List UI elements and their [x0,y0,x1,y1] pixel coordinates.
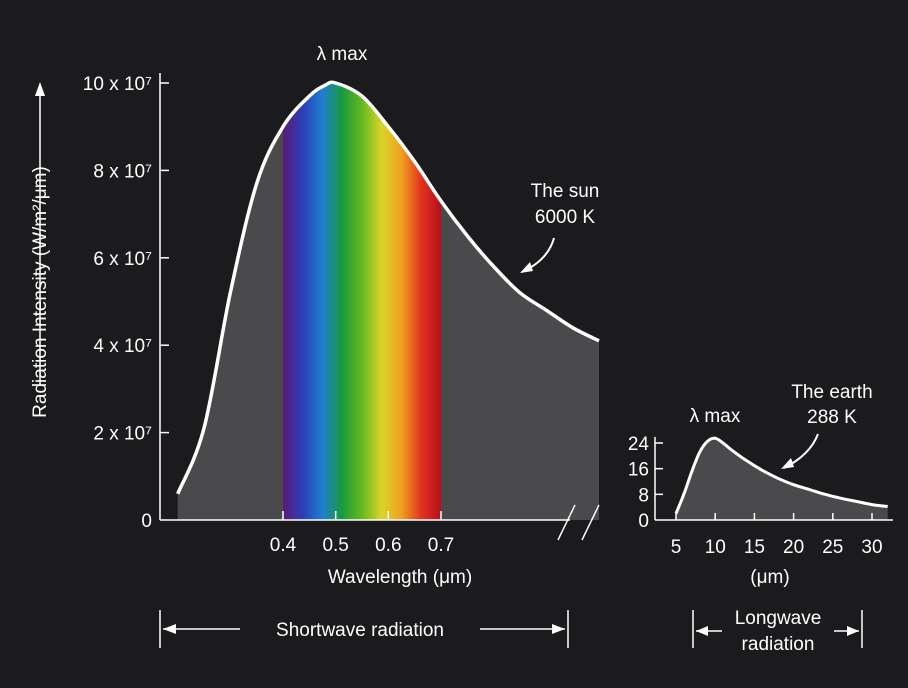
longwave-arrow-right-head [847,626,859,636]
earth-x-axis-title: (μm) [750,567,789,588]
earth-x-tick-label: 20 [783,537,804,558]
axis-break-marks [557,504,600,541]
sun-x-tick-label: 0.7 [428,535,454,556]
earth-y-tick-label: 16 [628,460,649,481]
earth-y-tick-label: 24 [628,434,650,455]
longwave-label-line2: radiation [742,634,815,655]
earth-curve-name-label: The earth [791,382,872,403]
shortwave-label: Shortwave radiation [276,620,444,641]
sun-x-tick-label: 0.5 [322,535,348,556]
visible-spectrum-band [283,82,441,520]
earth-y-ticks: 0 8 16 24 [628,434,663,532]
sun-x-axis-title: Wavelength (μm) [328,567,472,588]
sun-y-tick-label: 8 x 10⁷ [93,161,152,182]
sun-label-arrowhead [520,262,533,273]
y-axis-title-arrowhead [35,82,45,96]
earth-x-tick-label: 5 [671,537,682,558]
longwave-arrow-left-head [696,626,708,636]
sun-y-ticks: 0 2 x 10⁷ 4 x 10⁷ 6 x 10⁷ 8 x 10⁷ 10 x 10⁷ [83,74,169,532]
axis-break-line-2 [581,504,600,541]
sun-chart: 0 2 x 10⁷ 4 x 10⁷ 6 x 10⁷ 8 x 10⁷ 10 x 10⁷ 0.… [30,44,600,648]
sun-y-tick-label: 0 [141,511,152,532]
shortwave-arrow-left-head [163,624,176,634]
earth-curve-area [676,438,888,520]
sun-curve-temp-label: 6000 K [535,207,596,228]
sun-x-tick-label: 0.4 [270,535,297,556]
sun-x-tick-label: 0.6 [375,535,401,556]
earth-chart: 0 8 16 24 5 10 15 20 25 30 λ max The earth 288 K… [628,382,893,655]
earth-lambda-max-label: λ max [690,406,741,427]
sun-curve-line [176,80,600,495]
sun-y-tick-label: 10 x 10⁷ [83,74,152,95]
sun-y-tick-label: 6 x 10⁷ [93,249,152,270]
earth-x-tick-label: 15 [744,537,765,558]
sun-lambda-max-label: λ max [317,44,368,65]
earth-x-tick-label: 10 [705,537,726,558]
longwave-label-line1: Longwave [735,608,822,629]
axis-break-line-1 [557,504,576,541]
earth-curve-temp-label: 288 K [807,407,857,428]
earth-x-tick-label: 25 [822,537,843,558]
earth-y-tick-label: 0 [638,511,649,532]
sun-x-ticks: 0.4 0.5 0.6 0.7 [270,511,454,556]
earth-x-tick-label: 30 [861,537,882,558]
earth-label-arrowhead [781,458,794,469]
sun-y-tick-label: 2 x 10⁷ [93,424,152,445]
earth-y-tick-label: 8 [638,485,649,506]
earth-x-ticks: 5 10 15 20 25 30 [671,513,883,558]
sun-y-tick-label: 4 x 10⁷ [93,336,152,357]
shortwave-arrow-right-head [552,624,565,634]
earth-curve-line [674,436,888,515]
sun-curve-name-label: The sun [531,181,600,202]
